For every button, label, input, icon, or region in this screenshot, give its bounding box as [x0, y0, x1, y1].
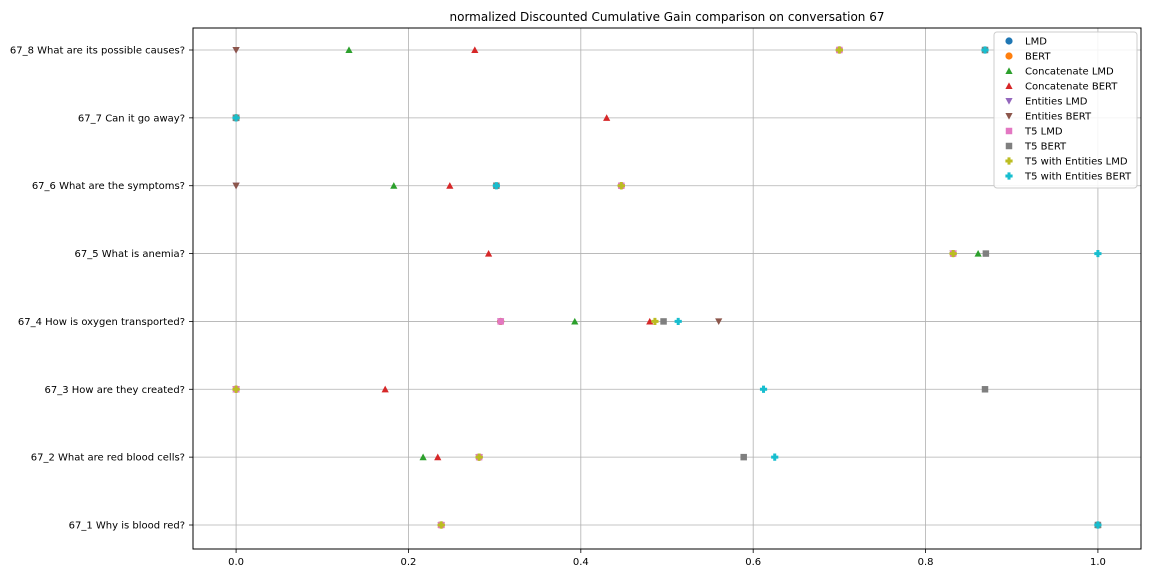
data-point: [759, 385, 768, 393]
data-point: [232, 46, 240, 54]
x-axis: 0.0 0.2 0.4 0.6 0.8 1.0: [228, 549, 1106, 568]
legend-label: LMD: [1025, 37, 1047, 48]
legend-label: Concatenate LMD: [1025, 67, 1114, 78]
data-point: [437, 521, 445, 529]
legend-marker: [1005, 157, 1013, 165]
data-point: [949, 249, 957, 258]
data-point: [471, 46, 479, 54]
y-tick-label: 67_3 How are they created?: [44, 385, 185, 396]
legend-label: T5 with Entities LMD: [1024, 157, 1128, 168]
y-tick-label: 67_4 How is oxygen transported?: [18, 317, 185, 328]
x-tick-label: 0.8: [918, 557, 934, 568]
legend-label: T5 LMD: [1024, 127, 1063, 138]
data-point: [345, 46, 353, 54]
data-point: [390, 182, 398, 189]
legend-label: T5 with Entities BERT: [1024, 172, 1132, 183]
y-tick-label: 67_1 Why is blood red?: [69, 521, 185, 532]
series-t5-bert: [232, 46, 1102, 529]
y-tick-label: 67_6 What are the symptoms?: [32, 181, 185, 192]
data-point: [434, 453, 442, 461]
data-point: [475, 453, 483, 461]
legend-label: Concatenate BERT: [1025, 82, 1118, 93]
data-point: [981, 46, 989, 54]
legend-box: [993, 31, 1138, 189]
data-point: [981, 386, 989, 393]
data-point: [651, 317, 659, 326]
series-entities-bert: [232, 46, 957, 529]
legend-label: T5 BERT: [1024, 142, 1067, 153]
data-point: [232, 114, 240, 122]
chart-title: normalized Discounted Cumulative Gain co…: [450, 10, 885, 24]
y-tick-label: 67_2 What are red blood cells?: [31, 453, 185, 464]
data-point: [835, 46, 843, 54]
data-point: [485, 249, 493, 257]
legend-marker: [1005, 127, 1013, 135]
data-point: [1094, 521, 1102, 529]
data-point: [446, 182, 454, 189]
x-tick-label: 0.0: [228, 557, 244, 568]
legend-marker: [1005, 52, 1013, 60]
data-point: [660, 318, 667, 325]
series-t5-lmd: [232, 46, 957, 529]
data-point: [740, 453, 747, 461]
data-point: [674, 317, 682, 326]
data-point: [232, 385, 240, 393]
legend-label: Entities LMD: [1025, 97, 1088, 108]
x-tick-label: 1.0: [1090, 557, 1106, 568]
y-axis: 67_1 Why is blood red? 67_2 What are red …: [10, 46, 193, 532]
x-tick-label: 0.2: [401, 557, 417, 568]
data-point: [497, 318, 504, 325]
legend-label: BERT: [1025, 52, 1051, 63]
data-point: [982, 250, 990, 257]
data-point: [771, 453, 779, 461]
data-point: [232, 182, 240, 190]
data-point: [617, 182, 625, 190]
series-concatenate-lmd: [232, 46, 1102, 529]
x-tick-label: 0.4: [573, 557, 589, 568]
legend-marker: [1005, 112, 1013, 120]
legend-label: Entities BERT: [1025, 112, 1092, 123]
legend-marker: [1005, 172, 1013, 180]
data-point: [1094, 249, 1102, 258]
data-point: [571, 317, 579, 325]
plot-frame: [192, 27, 1142, 550]
series-lmd: [232, 46, 957, 529]
data-points: [232, 46, 1102, 529]
y-tick-label: 67_8 What are its possible causes?: [10, 46, 185, 57]
y-tick-label: 67_5 What is anemia?: [75, 249, 185, 260]
series-t5-with-entities-lmd: [232, 46, 957, 529]
data-point: [419, 453, 427, 461]
legend-marker: [1005, 67, 1013, 75]
data-point: [715, 318, 723, 326]
series-t5-with-entities-bert: [232, 46, 1102, 529]
series-bert: [232, 46, 957, 529]
data-point: [381, 385, 389, 393]
x-tick-label: 0.6: [745, 557, 761, 568]
data-point: [492, 182, 500, 190]
data-point: [603, 114, 611, 121]
legend-marker: [1005, 82, 1013, 90]
legend-marker: [1005, 142, 1013, 150]
legend: LMD BERT Concatenate LMD Concatenate BERT En…: [993, 31, 1138, 189]
legend-marker: [1005, 97, 1013, 105]
legend-marker: [1005, 37, 1013, 45]
y-tick-label: 67_7 Can it go away?: [78, 113, 185, 124]
data-point: [974, 249, 982, 257]
series-entities-lmd: [232, 46, 957, 529]
